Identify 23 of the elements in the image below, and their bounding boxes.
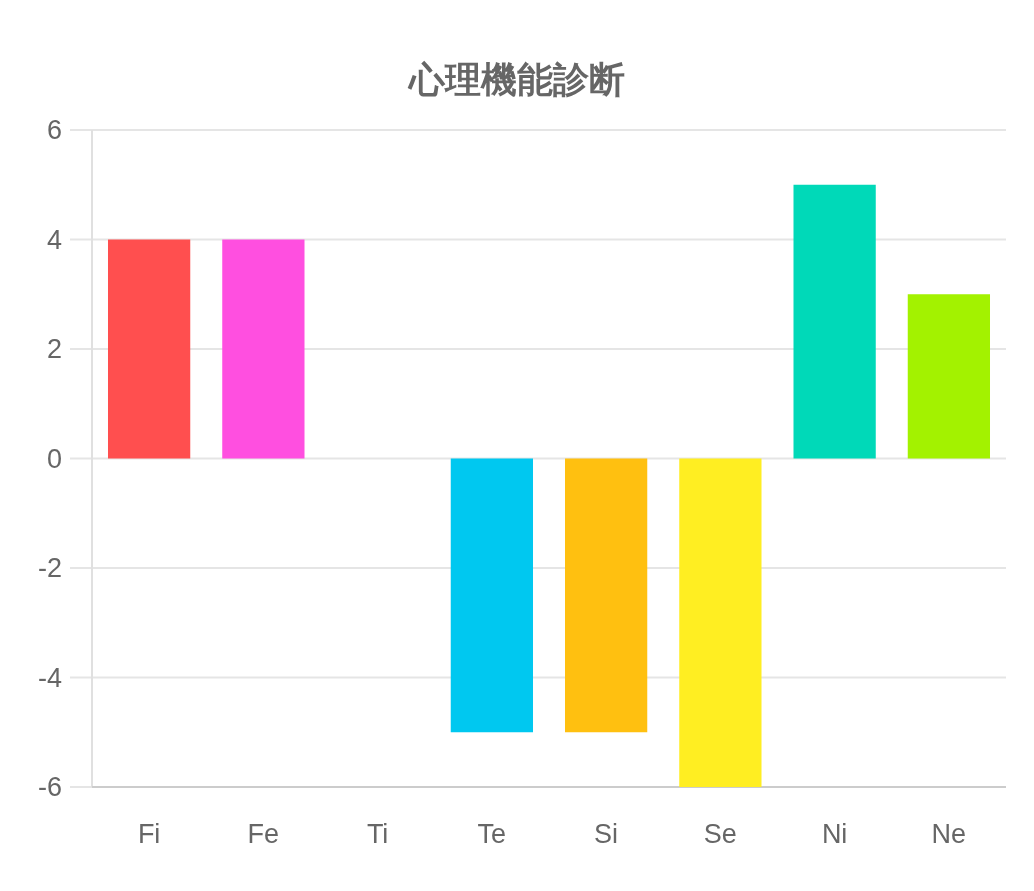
x-tick-label: Ti: [366, 819, 389, 849]
chart-title: 心理機能診断: [407, 59, 625, 100]
x-tick-label: Fi: [137, 819, 161, 849]
y-tick-label: -2: [37, 553, 62, 583]
bar: [907, 294, 991, 459]
y-tick-label: -4: [37, 662, 62, 693]
x-tick-label: Ni: [821, 819, 848, 849]
y-tick-label: 4: [46, 224, 62, 255]
y-tick-label: 2: [46, 334, 62, 364]
x-tick-label: Se: [703, 819, 737, 849]
bar: [565, 458, 648, 733]
x-tick-label: Si: [594, 819, 619, 849]
bar: [450, 458, 534, 733]
x-tick-label: Ne: [931, 819, 967, 849]
x-tick-label: Fe: [247, 819, 280, 849]
bar: [793, 184, 876, 459]
x-tick-label: Te: [477, 819, 507, 849]
bar: [108, 239, 191, 459]
bar: [679, 458, 762, 787]
y-tick-label: -6: [37, 772, 62, 802]
y-tick-label: 0: [46, 443, 62, 474]
y-tick-label: 6: [46, 115, 62, 145]
bar: [222, 239, 305, 459]
